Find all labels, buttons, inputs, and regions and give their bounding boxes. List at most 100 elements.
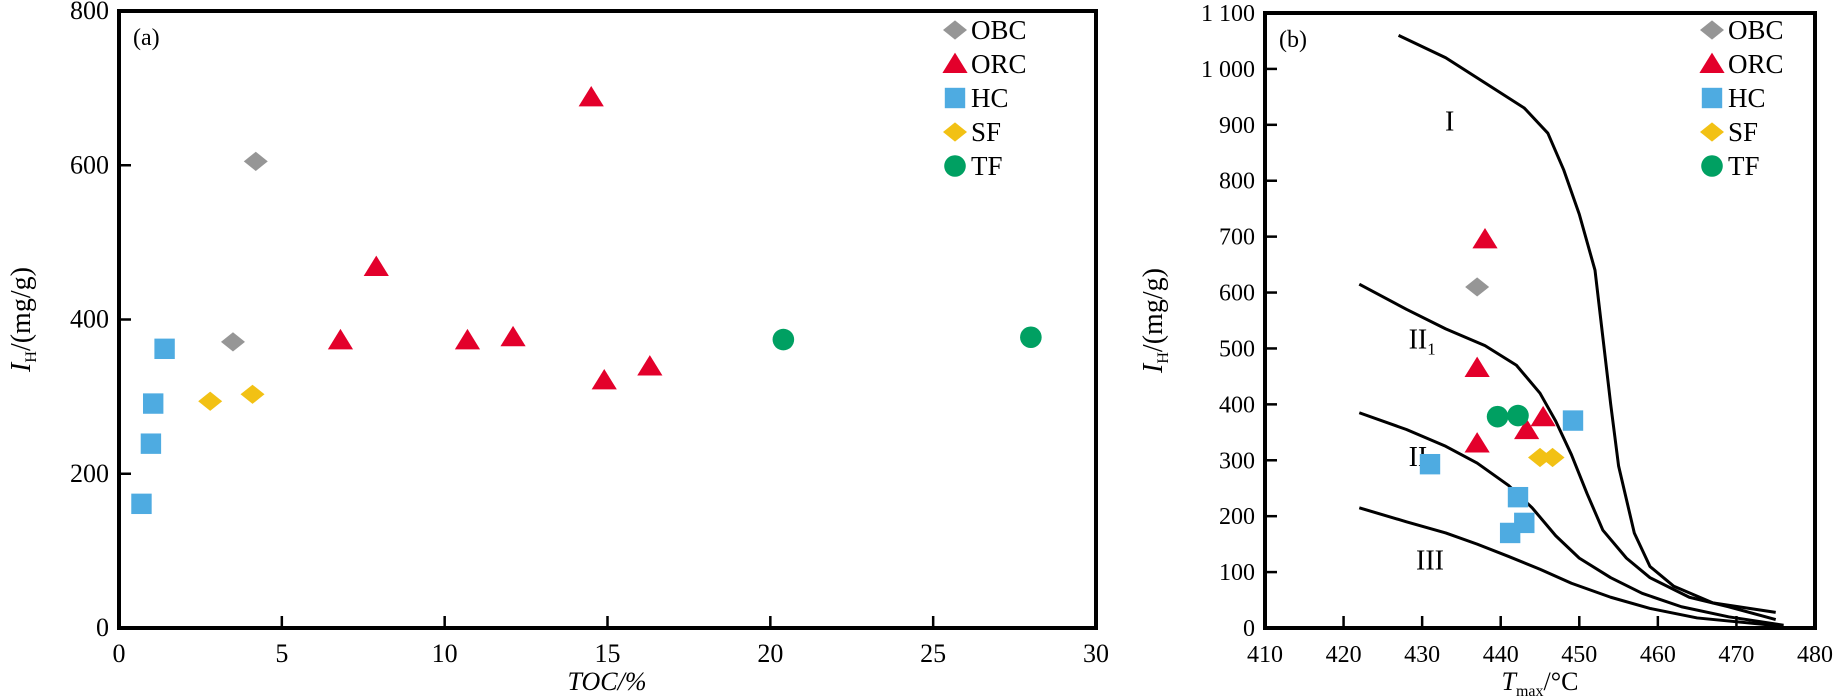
x-axis-label: Tmax/°C: [1502, 667, 1579, 696]
point-orc: [363, 255, 389, 277]
x-tick-label: 470: [1718, 642, 1754, 668]
y-tick-label: 1 000: [1201, 57, 1255, 83]
y-tick-label: 400: [70, 305, 109, 334]
legend-label: ORC: [1728, 49, 1784, 79]
point-hc: [154, 338, 175, 360]
legend-marker-obc: [1700, 20, 1724, 40]
legend-label: TF: [971, 151, 1003, 181]
x-tick-label: 25: [920, 639, 946, 668]
y-tick-label: 800: [70, 0, 109, 25]
legend-marker-tf: [944, 155, 966, 177]
x-tick-label: 440: [1483, 642, 1519, 668]
y-tick-label: 0: [1243, 616, 1255, 642]
legend-label: HC: [1728, 83, 1766, 113]
point-tf: [1486, 405, 1509, 428]
point-hc: [1499, 522, 1521, 544]
legend: OBC ORC HC SF TF: [1699, 15, 1784, 181]
legend-marker-tf: [1701, 155, 1723, 177]
point-hc: [142, 393, 164, 414]
panel-label: (b): [1279, 27, 1307, 53]
y-tick-label: 600: [1219, 281, 1255, 307]
point-orc: [1530, 405, 1556, 427]
boundary-curve: [1358, 506, 1784, 628]
x-tick-label: 10: [432, 639, 458, 668]
y-tick-label: 200: [70, 459, 109, 488]
region-label: I: [1445, 106, 1454, 137]
legend-label: OBC: [1728, 15, 1784, 45]
legend-label: ORC: [971, 49, 1027, 79]
y-axis-label: IH/(mg/g): [6, 267, 40, 373]
region-label: III: [1416, 545, 1444, 576]
point-orc: [1464, 432, 1490, 453]
point-hc: [1507, 486, 1529, 508]
x-tick-label: 430: [1404, 642, 1440, 668]
point-orc: [327, 328, 354, 350]
x-tick-label: 0: [113, 639, 126, 668]
point-orc: [637, 355, 663, 376]
x-tick-label: 410: [1247, 642, 1283, 668]
y-axis-label: IH/(mg/g): [1138, 268, 1172, 374]
y-tick-label: 600: [70, 150, 109, 179]
point-orc: [591, 369, 617, 390]
legend-marker-orc: [1699, 52, 1725, 73]
y-tick-label: 400: [1219, 392, 1255, 418]
x-tick-label: 5: [275, 639, 288, 668]
x-tick-label: 15: [595, 639, 621, 668]
y-tick-label: 500: [1219, 336, 1255, 362]
point-orc: [1464, 356, 1490, 378]
y-tick-label: 300: [1219, 448, 1255, 474]
legend-label: HC: [971, 83, 1009, 113]
legend-marker-obc: [943, 20, 967, 40]
boundary-curve: [1358, 282, 1777, 622]
x-tick-label: 460: [1640, 642, 1676, 668]
y-tick-label: 800: [1219, 169, 1255, 195]
point-orc: [454, 328, 481, 350]
point-orc: [500, 325, 526, 347]
point-orc: [1472, 228, 1498, 249]
legend-label: SF: [971, 117, 1001, 147]
point-obc: [243, 151, 268, 171]
point-hc: [131, 493, 152, 515]
point-obc: [220, 332, 245, 352]
point-sf: [1540, 447, 1565, 468]
point-obc: [1465, 277, 1490, 297]
point-orc: [1514, 418, 1540, 440]
y-tick-label: 200: [1219, 504, 1255, 530]
x-tick-label: 30: [1083, 639, 1109, 668]
legend-marker-hc: [1701, 87, 1723, 109]
x-axis-label-a: TOC/%: [568, 667, 647, 696]
y-tick-label: 100: [1219, 560, 1255, 586]
y-tick-label: 700: [1219, 225, 1255, 251]
legend-label: TF: [1728, 151, 1760, 181]
point-sf: [240, 384, 265, 404]
chart-b: 410 420 430 440 450 460 470 480 0 100 200 300 400 500…: [1138, 1, 1833, 696]
boundary-curve: [1397, 34, 1776, 614]
plot-frame: [1263, 11, 1817, 630]
x-tick-label: 420: [1326, 642, 1362, 668]
legend-marker-hc: [944, 87, 966, 109]
y-tick-label: 0: [96, 613, 109, 642]
region-label: II1: [1409, 324, 1436, 358]
panel-label: (a): [133, 25, 160, 51]
y-tick-label: 900: [1219, 113, 1255, 139]
point-tf: [1507, 404, 1529, 427]
chart-a: 0 5 10 15 20 25 30 0 200 400 600 800 (a) IH/(mg/g) OBC…: [6, 0, 1109, 668]
legend-marker-orc: [942, 52, 968, 73]
point-sf: [1528, 447, 1552, 468]
legend-marker-sf: [1700, 122, 1724, 142]
legend-label: SF: [1728, 117, 1758, 147]
point-tf: [772, 328, 795, 351]
legend: OBC ORC HC SF TF: [942, 15, 1027, 181]
point-hc: [140, 433, 162, 454]
boundary-curve: [1358, 411, 1784, 627]
point-tf: [1020, 326, 1042, 349]
point-hc: [1419, 453, 1441, 475]
point-hc: [1562, 410, 1584, 431]
legend-label: OBC: [971, 15, 1027, 45]
x-tick-label: 20: [757, 639, 783, 668]
y-tick-label: 1 100: [1201, 1, 1255, 27]
legend-marker-sf: [943, 122, 967, 142]
point-orc: [578, 85, 604, 107]
